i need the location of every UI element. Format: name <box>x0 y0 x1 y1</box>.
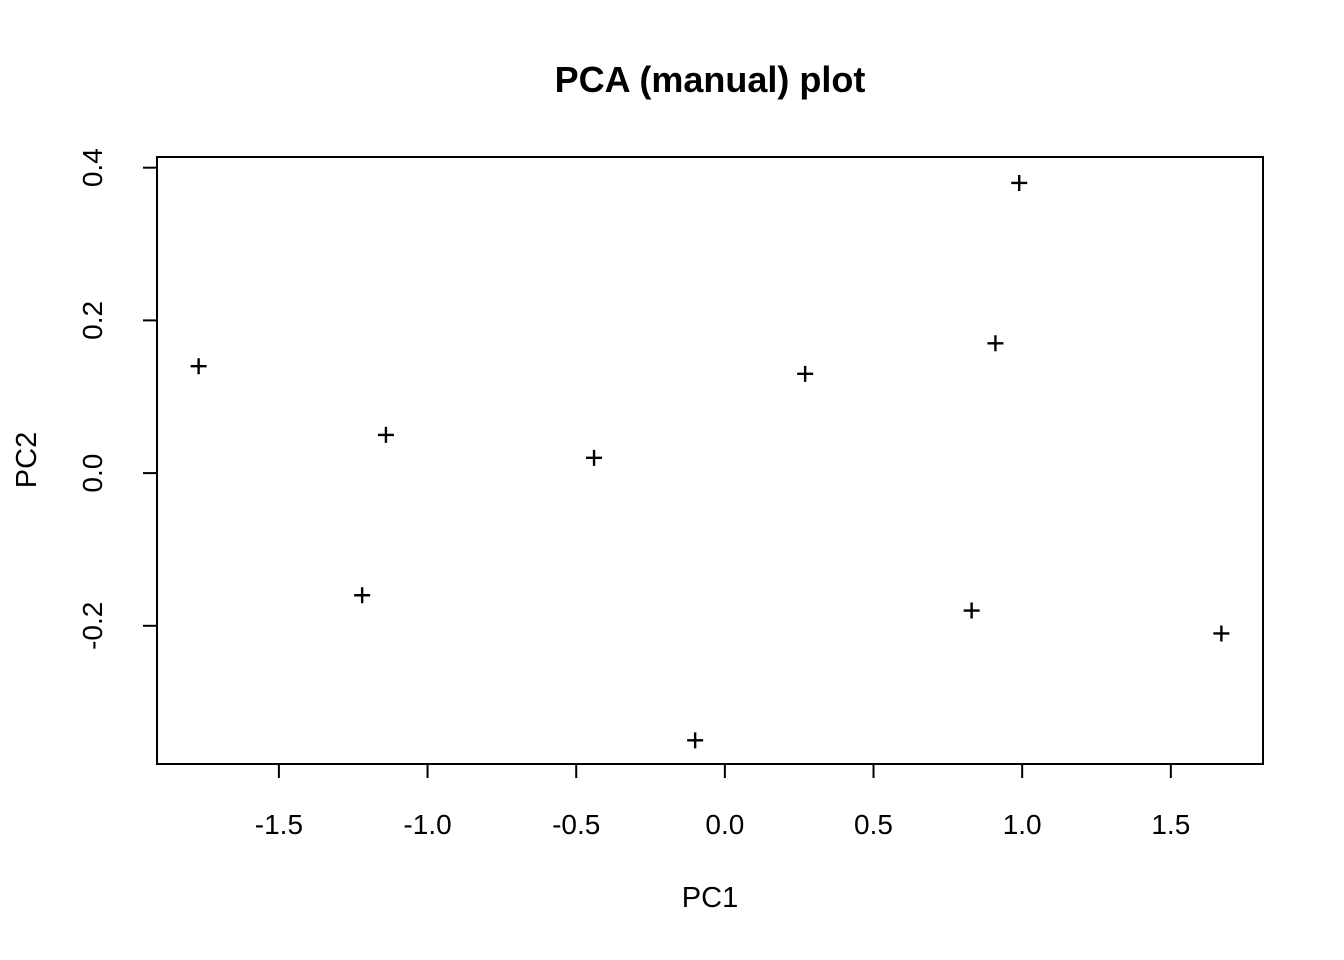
x-axis-title: PC1 <box>682 882 738 914</box>
data-point-marker <box>586 449 603 466</box>
data-point-marker <box>1213 625 1230 642</box>
y-tick-label: 0.0 <box>77 454 108 493</box>
data-point-marker <box>1011 174 1028 191</box>
data-point-marker <box>963 602 980 619</box>
data-point-marker <box>354 587 371 604</box>
x-tick-label: -1.0 <box>403 809 451 840</box>
x-tick-label: 0.0 <box>705 809 744 840</box>
plot-area: -1.5 -1.0 -0.5 0.0 0.5 1.0 1.5 -0.2 0.0 0.2 0.4 <box>77 148 1264 840</box>
plot-border <box>156 156 1264 765</box>
data-point-marker <box>377 426 394 443</box>
data-point-marker <box>190 358 207 375</box>
y-axis-title: PC2 <box>11 432 43 488</box>
y-tick-label: 0.2 <box>77 301 108 340</box>
data-point-marker <box>687 732 704 749</box>
chart-title: PCA (manual) plot <box>555 59 866 100</box>
y-tick-label: -0.2 <box>77 602 108 650</box>
data-point-marker <box>987 335 1004 352</box>
x-tick-label: 1.0 <box>1003 809 1042 840</box>
x-tick-label: 1.5 <box>1151 809 1190 840</box>
x-tick-label: 0.5 <box>854 809 893 840</box>
y-tick-label: 0.4 <box>77 148 108 187</box>
x-tick-label: -1.5 <box>255 809 303 840</box>
x-tick-label: -0.5 <box>552 809 600 840</box>
data-point-marker <box>797 365 814 382</box>
